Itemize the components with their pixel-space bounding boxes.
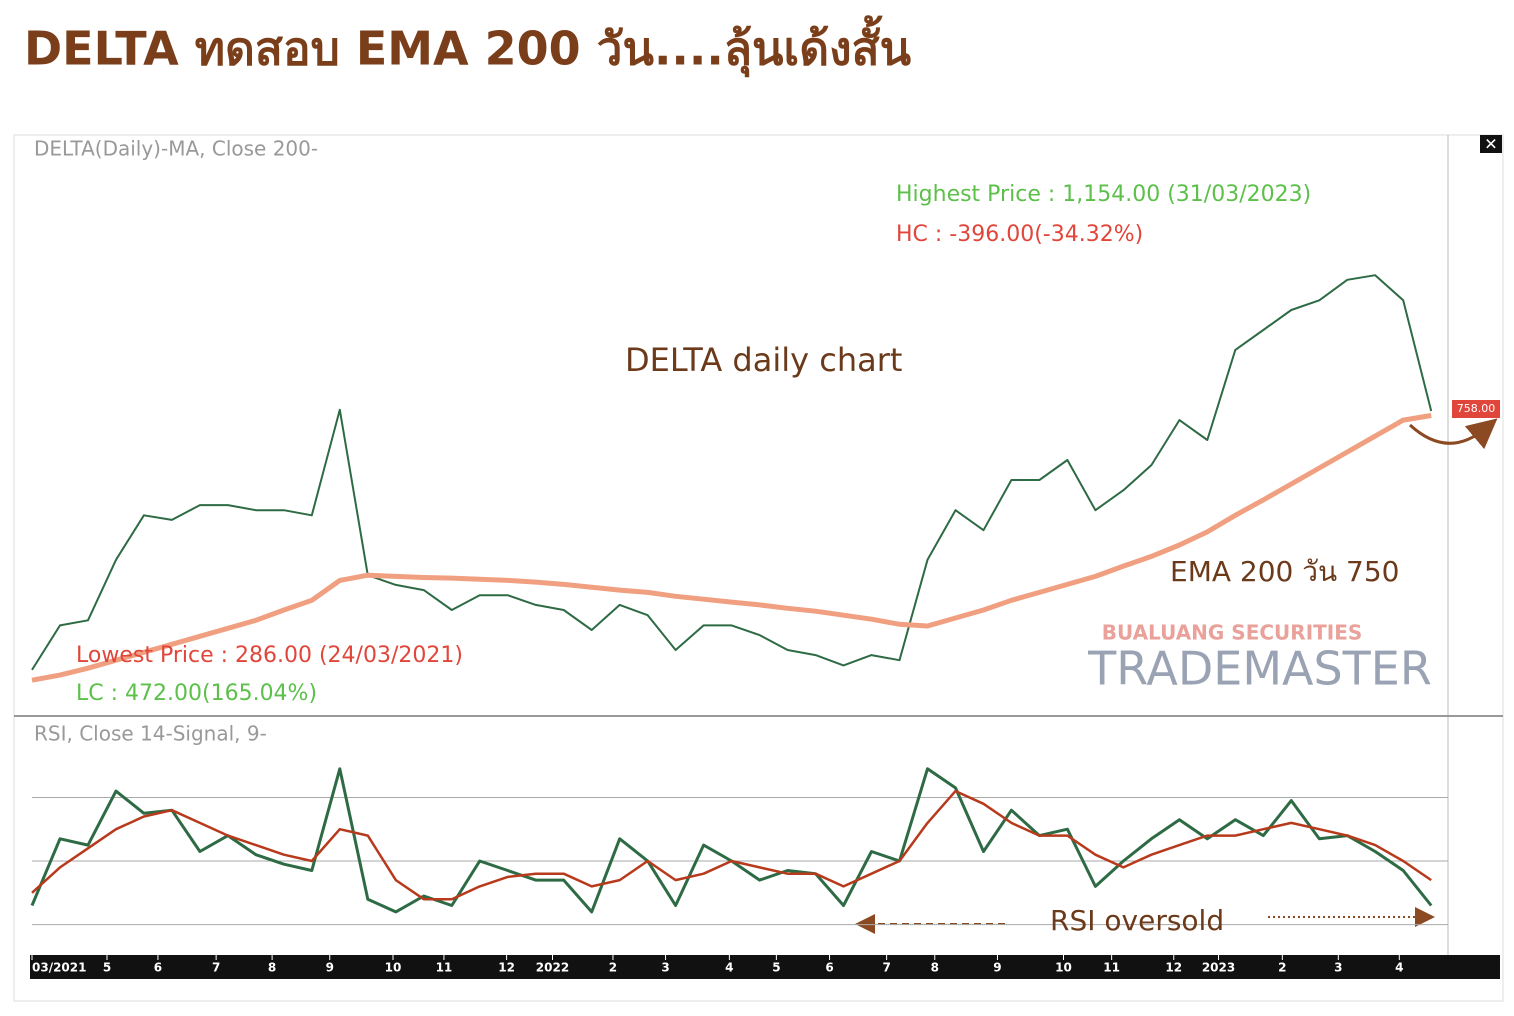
x-tick-label: 7 [882,961,890,975]
annotation: EMA 200 วัน 750 [1170,555,1399,588]
x-tick-label: 3 [661,961,669,975]
x-tick-label: 12 [498,961,515,975]
bounce-arrow [1408,418,1498,450]
x-tick-label: 6 [825,961,833,975]
x-tick-label: 3 [1334,961,1342,975]
watermark: TRADEMASTER [1087,642,1432,696]
legend: DELTA(Daily)-MA, Close 200- [34,137,318,161]
x-tick-label: 9 [326,961,334,975]
last-price-tag [1452,400,1500,418]
x-tick-label: 4 [1395,961,1403,975]
x-tick-label: 5 [103,961,111,975]
x-tick-label: 11 [436,961,453,975]
x-tick-label: 2022 [536,961,569,975]
page-title: DELTA ทดสอบ EMA 200 วัน....ลุ้นเด้งสั้น [24,15,912,78]
x-tick-label: 2 [1278,961,1286,975]
annotation: RSI oversold [1050,904,1224,937]
x-tick-label: 8 [268,961,276,975]
watermark: BUALUANG SECURITIES [1102,621,1363,645]
x-tick-label: 2 [609,961,617,975]
annotation: Highest Price : 1,154.00 (31/03/2023) [896,182,1311,207]
x-tick-label: 10 [1055,961,1072,975]
x-tick-label: 10 [385,961,402,975]
last-price-label: 758.00 [1457,402,1496,415]
close-button[interactable] [1480,135,1502,153]
x-tick-label: 9 [993,961,1001,975]
series-line [31,789,1432,901]
x-tick-label: 12 [1165,961,1182,975]
annotation: HC : -396.00(-34.32%) [896,222,1143,247]
x-tick-label: 7 [212,961,220,975]
x-tick-label: 6 [154,961,162,975]
x-tick-label: 8 [931,961,939,975]
x-tick-label: 4 [725,961,733,975]
annotation: DELTA daily chart [625,341,902,379]
close-icon[interactable]: ✕ [1484,135,1497,154]
series-line [31,274,1433,671]
time-axis [30,955,1500,979]
x-tick-label: 11 [1103,961,1120,975]
annotation: LC : 472.00(165.04%) [76,681,317,706]
annotation: Lowest Price : 286.00 (24/03/2021) [76,643,463,668]
x-tick-label: 5 [772,961,780,975]
series-line [31,413,1432,683]
legend: RSI, Close 14-Signal, 9- [34,722,267,746]
x-tick-label: 03/2021 [32,961,86,975]
x-tick-label: 2023 [1202,961,1235,975]
